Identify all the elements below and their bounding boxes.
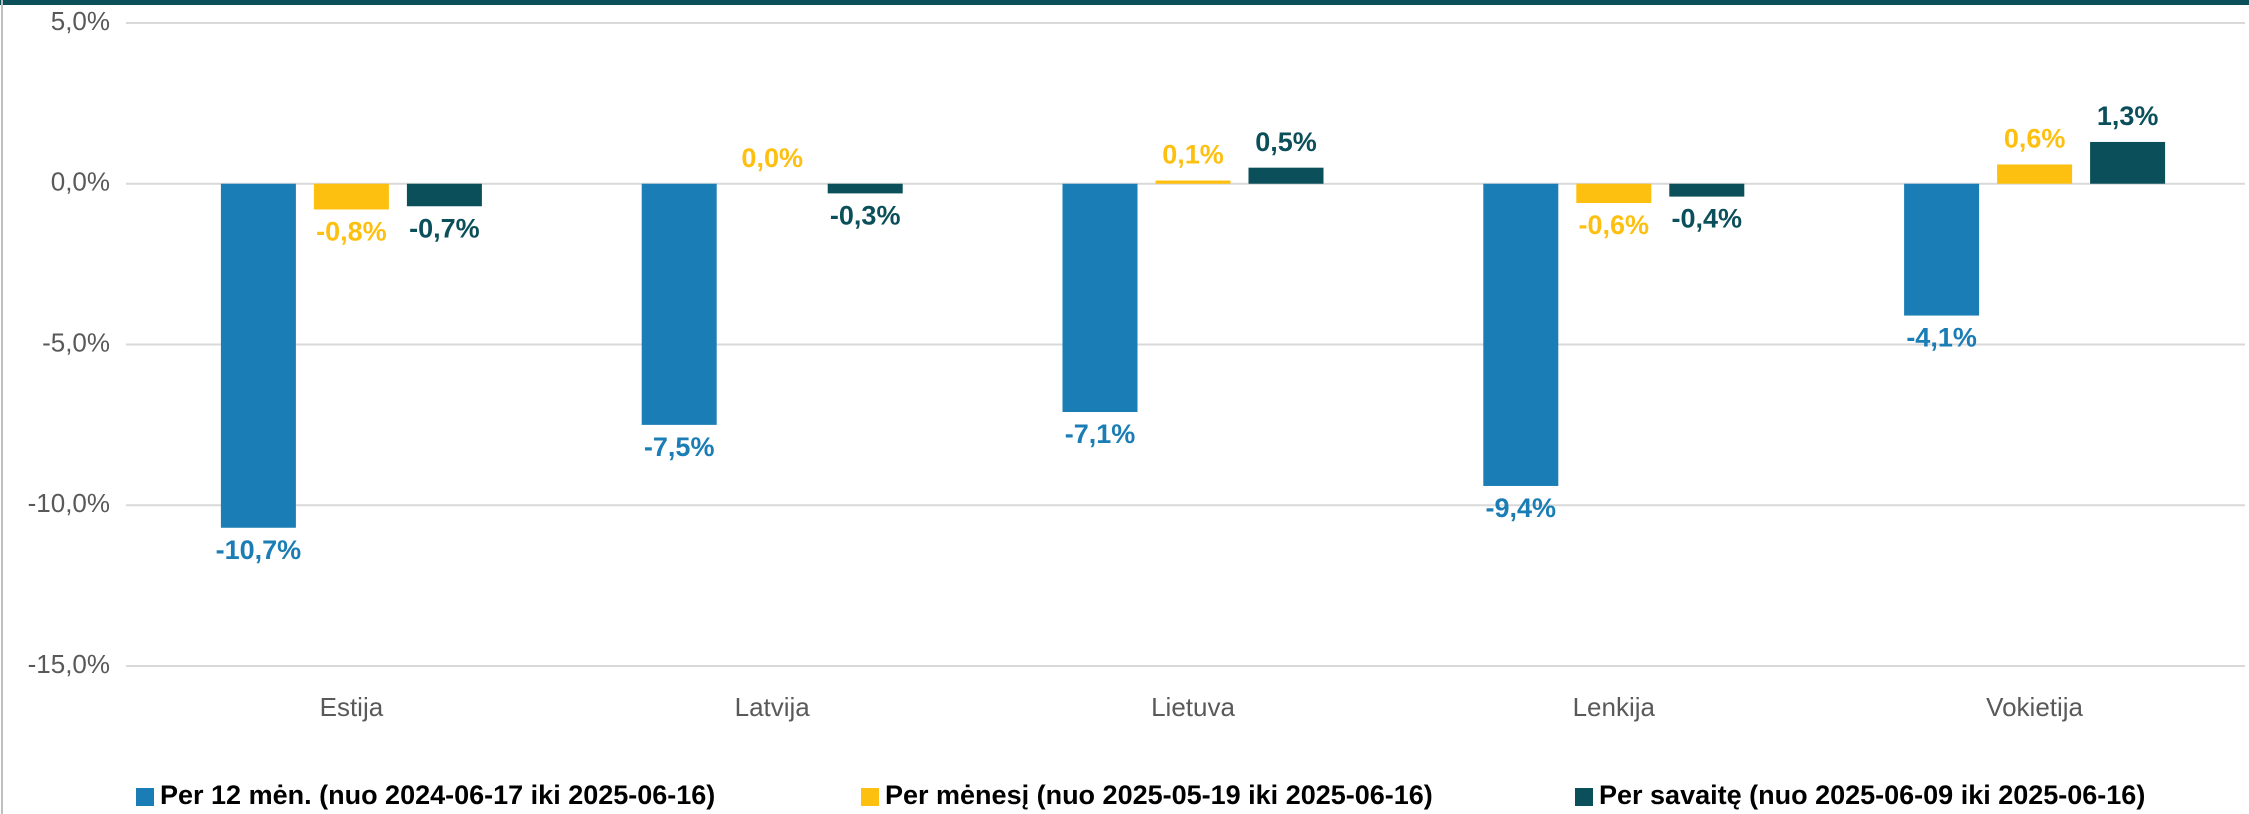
- legend-swatch: [861, 788, 879, 806]
- y-tick-label: 5,0%: [51, 6, 110, 36]
- legend-label: Per 12 mėn. (nuo 2024-06-17 iki 2025-06-…: [160, 780, 715, 810]
- value-label: -7,5%: [644, 432, 715, 462]
- y-tick-label: -15,0%: [28, 649, 110, 679]
- value-label: -0,7%: [409, 213, 480, 243]
- x-tick-label: Vokietija: [1986, 692, 2083, 722]
- value-label: 1,3%: [2097, 101, 2159, 131]
- value-label: -0,8%: [316, 217, 387, 247]
- bar: [220, 183, 296, 528]
- bar: [1669, 183, 1745, 197]
- value-label: -9,4%: [1486, 493, 1557, 523]
- x-tick-label: Lenkija: [1573, 692, 1656, 722]
- y-tick-label: -5,0%: [42, 327, 110, 357]
- value-label: 0,6%: [2004, 124, 2066, 154]
- bar: [1155, 180, 1231, 184]
- value-label: 0,1%: [1162, 140, 1224, 170]
- legend-label: Per savaitę (nuo 2025-06-09 iki 2025-06-…: [1599, 780, 2145, 810]
- bar: [1904, 183, 1980, 316]
- value-label: 0,0%: [741, 143, 803, 173]
- bar: [1248, 167, 1324, 184]
- bar: [641, 183, 717, 425]
- value-label: -4,1%: [1906, 323, 1977, 353]
- top-border: [0, 0, 2249, 5]
- value-label: -10,7%: [216, 535, 302, 565]
- value-label: -0,6%: [1579, 210, 1650, 240]
- bar: [827, 183, 903, 194]
- bar: [1062, 183, 1138, 413]
- y-tick-label: -10,0%: [28, 488, 110, 518]
- value-label: -0,4%: [1672, 204, 1743, 234]
- value-label: -7,1%: [1065, 419, 1136, 449]
- legend-label: Per mėnesį (nuo 2025-05-19 iki 2025-06-1…: [885, 780, 1433, 810]
- y-tick-label: 0,0%: [51, 167, 110, 197]
- legend-swatch: [1575, 788, 1593, 806]
- bar: [1576, 183, 1652, 204]
- x-tick-label: Estija: [320, 692, 384, 722]
- bar: [1997, 164, 2073, 184]
- x-tick-label: Lietuva: [1151, 692, 1235, 722]
- bar: [2090, 141, 2166, 184]
- x-tick-label: Latvija: [735, 692, 811, 722]
- bar: [313, 183, 389, 210]
- value-label: 0,5%: [1255, 127, 1317, 157]
- legend-swatch: [136, 788, 154, 806]
- bar: [406, 183, 482, 207]
- bar: [1483, 183, 1559, 486]
- value-label: -0,3%: [830, 201, 901, 231]
